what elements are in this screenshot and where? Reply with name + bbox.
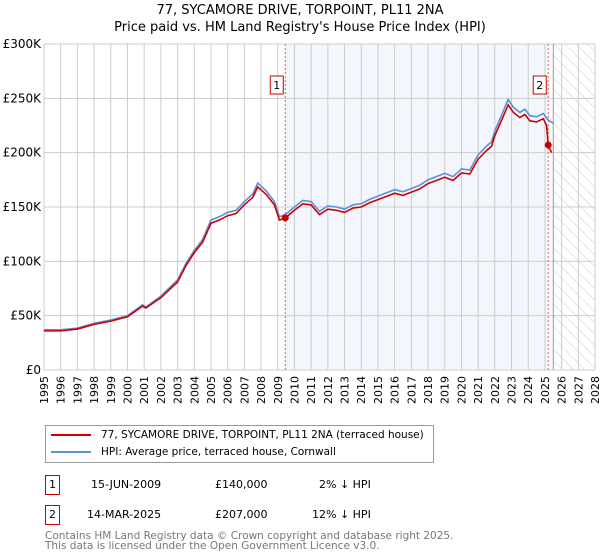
footer: Contains HM Land Registry data © Crown c… bbox=[45, 530, 454, 552]
footer-line: Contains HM Land Registry data © Crown c… bbox=[45, 530, 454, 542]
transaction-price: £140,000 bbox=[215, 478, 268, 491]
x-tick-label: 2007 bbox=[238, 376, 251, 404]
legend: 77, SYCAMORE DRIVE, TORPOINT, PL11 2NA (… bbox=[45, 425, 434, 463]
footer-line: This data is licensed under the Open Gov… bbox=[45, 540, 380, 552]
x-tick-label: 2012 bbox=[322, 376, 335, 404]
x-tick-label: 2010 bbox=[288, 376, 301, 404]
transaction-price: £207,000 bbox=[215, 508, 268, 521]
x-tick-label: 2028 bbox=[589, 376, 600, 404]
x-tick-label: 2006 bbox=[222, 376, 235, 404]
sale-label: 1 bbox=[273, 79, 280, 92]
chart-subtitle: Price paid vs. HM Land Registry's House … bbox=[114, 20, 486, 35]
sale-label-box bbox=[269, 75, 284, 95]
y-tick-label: £300K bbox=[3, 37, 43, 51]
x-tick-label: 2008 bbox=[255, 376, 268, 404]
transaction-row: 2 14-MAR-2025 £207,000 12% ↓ HPI bbox=[45, 505, 445, 525]
x-tick-label: 2020 bbox=[455, 376, 468, 404]
x-tick-label: 1995 bbox=[38, 376, 51, 404]
x-tick-label: 2000 bbox=[121, 376, 134, 404]
x-tick-label: 1997 bbox=[71, 376, 84, 404]
price-chart: 1995 1996 1997 1998 1999 2000 2001 2002 2003 2004… bbox=[3, 37, 600, 404]
x-tick-label: 2019 bbox=[439, 376, 452, 404]
x-tick-label: 2023 bbox=[506, 376, 519, 404]
transaction-marker: 2 bbox=[45, 505, 60, 525]
x-tick-label: 2001 bbox=[138, 376, 151, 404]
x-tick-label: 2022 bbox=[489, 376, 502, 404]
legend-line-property bbox=[51, 434, 91, 436]
x-tick-label: 2011 bbox=[305, 376, 318, 404]
sale-label: 2 bbox=[536, 79, 543, 92]
x-tick-label: 2021 bbox=[472, 376, 485, 404]
property-series-line bbox=[44, 103, 553, 332]
x-tick-label: 1996 bbox=[55, 376, 68, 404]
x-tick-label: 2018 bbox=[422, 376, 435, 404]
y-tick-label: £0 bbox=[26, 363, 41, 377]
sale-label-box bbox=[532, 75, 547, 95]
x-tick-label: 1998 bbox=[88, 376, 101, 404]
x-tick-label: 2014 bbox=[355, 376, 368, 404]
legend-label-property: 77, SYCAMORE DRIVE, TORPOINT, PL11 2NA (… bbox=[101, 429, 424, 441]
sale-point bbox=[281, 214, 289, 222]
y-tick-label: £200K bbox=[3, 146, 43, 160]
x-tick-label: 2017 bbox=[405, 376, 418, 404]
x-tick-label: 2015 bbox=[372, 376, 385, 404]
transaction-hpi: 2% ↓ HPI bbox=[319, 478, 371, 491]
x-tick-label: 2013 bbox=[339, 376, 352, 404]
x-tick-label: 2025 bbox=[539, 376, 552, 404]
x-tick-label: 2026 bbox=[556, 376, 569, 404]
x-tick-label: 2005 bbox=[205, 376, 218, 404]
chart-title: 77, SYCAMORE DRIVE, TORPOINT, PL11 2NA bbox=[156, 3, 444, 18]
hpi-series-line bbox=[44, 97, 554, 331]
x-tick-label: 2024 bbox=[522, 376, 535, 404]
transaction-date: 15-JUN-2009 bbox=[91, 478, 162, 491]
sale-point bbox=[544, 141, 552, 149]
x-tick-label: 2002 bbox=[155, 376, 168, 404]
transaction-date: 14-MAR-2025 bbox=[87, 508, 162, 521]
x-tick-label: 1999 bbox=[105, 376, 118, 404]
x-tick-label: 2003 bbox=[172, 376, 185, 404]
x-tick-label: 2009 bbox=[272, 376, 285, 404]
y-tick-label: £150K bbox=[3, 200, 43, 214]
legend-line-hpi bbox=[51, 451, 91, 453]
transaction-hpi: 12% ↓ HPI bbox=[312, 508, 371, 521]
y-tick-label: £100K bbox=[3, 254, 43, 268]
transaction-marker: 1 bbox=[45, 475, 60, 495]
x-tick-label: 2027 bbox=[572, 376, 585, 404]
transaction-row: 1 15-JUN-2009 £140,000 2% ↓ HPI bbox=[45, 475, 445, 495]
legend-label-hpi: HPI: Average price, terraced house, Corn… bbox=[101, 446, 336, 458]
y-tick-label: £50K bbox=[10, 309, 42, 323]
x-tick-label: 2016 bbox=[389, 376, 402, 404]
y-tick-label: £250K bbox=[3, 91, 43, 105]
x-tick-label: 2004 bbox=[188, 376, 201, 404]
